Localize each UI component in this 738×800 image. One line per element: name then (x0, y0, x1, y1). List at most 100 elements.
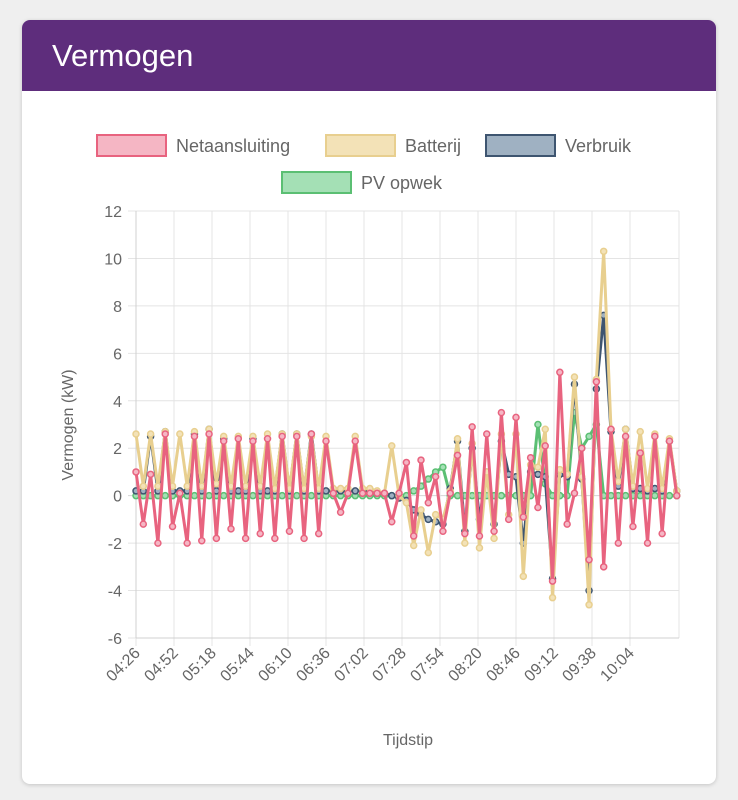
legend-label: Verbruik (565, 136, 632, 156)
y-tick-label: -6 (108, 631, 122, 648)
data-point (190, 491, 199, 500)
data-point (439, 463, 447, 471)
data-point (293, 491, 301, 500)
y-axis-label: Vermogen (kW) (60, 369, 77, 480)
legend-item-batterij[interactable]: Batterij (325, 134, 461, 157)
data-point (417, 456, 425, 464)
data-point (373, 489, 381, 498)
data-point (621, 432, 630, 441)
legend: Netaansluiting Batterij Verbruik PV opwek (96, 134, 632, 194)
data-point (278, 491, 286, 500)
x-tick-label: 06:10 (255, 645, 295, 685)
data-point (541, 442, 549, 450)
data-point (205, 491, 213, 500)
data-point (336, 484, 345, 493)
data-point (380, 489, 389, 498)
x-tick-label: 08:46 (483, 645, 523, 685)
data-point (307, 491, 316, 500)
data-point (585, 432, 593, 441)
series-line (136, 313, 679, 593)
data-point (351, 437, 359, 445)
data-point (548, 593, 557, 602)
data-point (402, 499, 411, 507)
data-point (176, 489, 184, 498)
data-point (249, 491, 257, 500)
data-point (651, 432, 659, 441)
data-point (621, 491, 630, 500)
y-tick-label: 0 (113, 489, 122, 506)
card-title: Vermogen (22, 20, 716, 91)
data-point (146, 470, 155, 479)
data-point (132, 468, 140, 476)
data-point (629, 522, 637, 531)
legend-swatch (325, 134, 396, 157)
data-point (417, 506, 425, 514)
data-point (519, 513, 528, 521)
series-layer (132, 247, 681, 609)
data-point (190, 432, 199, 441)
data-point (366, 489, 374, 498)
x-tick-label: 09:12 (521, 645, 561, 685)
data-point (249, 437, 257, 445)
data-point (599, 563, 608, 571)
data-point (278, 432, 286, 441)
data-point (271, 534, 279, 543)
data-point (541, 425, 549, 433)
data-point (132, 430, 140, 438)
data-point (585, 555, 593, 564)
y-tick-label: -4 (108, 584, 122, 601)
data-point (161, 491, 169, 500)
data-point (658, 529, 666, 538)
data-point (329, 489, 338, 498)
data-point (388, 491, 396, 500)
data-point (534, 503, 542, 512)
x-axis-label: Tijdstip (383, 732, 433, 749)
data-point (234, 487, 243, 495)
data-point (314, 529, 323, 538)
data-point (534, 463, 542, 471)
data-point (293, 432, 301, 441)
y-tick-label: -2 (108, 536, 122, 553)
data-point (344, 489, 352, 498)
data-point (139, 520, 148, 528)
data-point (461, 529, 469, 538)
data-point (578, 444, 586, 452)
y-tick-label: 2 (113, 441, 122, 458)
data-point (154, 539, 162, 547)
data-point (154, 482, 162, 490)
data-point (351, 487, 359, 495)
x-tick-label: 07:28 (369, 645, 409, 685)
data-point (563, 520, 571, 528)
x-tick-label: 08:20 (445, 645, 485, 685)
x-tick-label: 04:52 (141, 645, 181, 685)
data-point (483, 430, 491, 438)
x-tick-label: 06:36 (293, 645, 333, 685)
data-point (497, 408, 506, 417)
data-point (461, 539, 469, 547)
data-point (607, 425, 615, 433)
data-point (504, 515, 513, 524)
data-point (651, 491, 659, 500)
data-point (665, 491, 674, 500)
data-point (475, 544, 484, 552)
legend-swatch (485, 134, 556, 157)
data-point (146, 430, 155, 438)
data-point (497, 491, 506, 500)
legend-item-verbruik[interactable]: Verbruik (485, 134, 632, 157)
data-point (446, 489, 454, 498)
data-point (512, 413, 520, 422)
legend-item-pv-opwek[interactable]: PV opwek (281, 171, 443, 194)
data-point (599, 247, 608, 256)
data-point (409, 487, 418, 495)
x-tick-label: 07:02 (331, 645, 371, 685)
x-tick-label: 10:04 (597, 645, 637, 685)
data-point (570, 489, 579, 498)
data-point (219, 491, 228, 500)
data-point (409, 541, 418, 550)
data-point (614, 477, 623, 486)
data-point (475, 532, 484, 540)
data-point (592, 378, 601, 386)
data-point (212, 480, 221, 488)
legend-item-netaansluiting[interactable]: Netaansluiting (96, 134, 290, 157)
data-point (241, 534, 250, 543)
